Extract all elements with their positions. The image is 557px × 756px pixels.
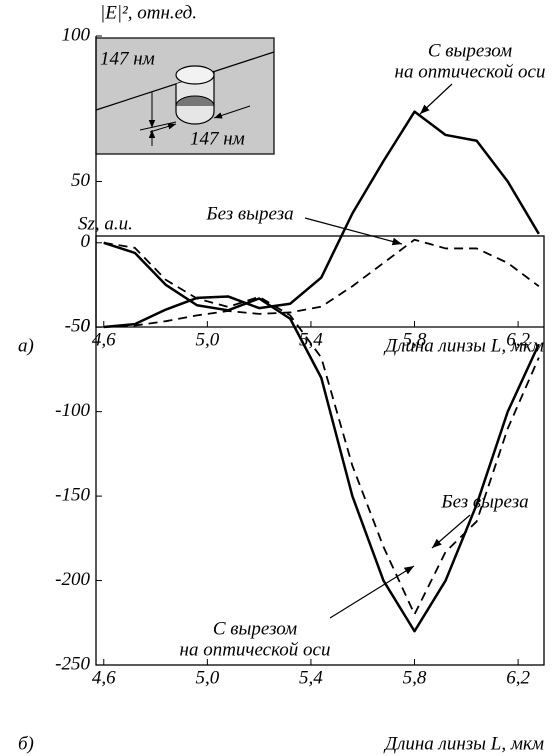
y-tick-label: -250 (55, 653, 90, 674)
y-tick-label: 0 (81, 315, 91, 336)
panel-label: а) (18, 335, 34, 356)
y-tick-label: 0 (81, 231, 91, 252)
series-line (103, 238, 540, 328)
x-tick-label: 4,6 (92, 667, 116, 688)
x-tick-label: 5,4 (299, 667, 323, 688)
series-line (103, 110, 540, 329)
annotation: на оптической оси (395, 61, 546, 82)
x-tick-label: 5,0 (195, 667, 219, 688)
panel-label: б) (18, 733, 34, 754)
annotation: С вырезом (213, 618, 297, 639)
x-tick-label: 5,8 (403, 329, 427, 350)
x-tick-label: 4,6 (92, 329, 116, 350)
series-line (103, 241, 540, 633)
plot-frame (95, 235, 545, 666)
y-tick-label: -150 (55, 484, 90, 505)
y-axis-label: Sz, a.u. (78, 213, 133, 234)
annotation: Без выреза (205, 203, 293, 224)
x-axis-label: Длина линзы L, мкм (383, 733, 544, 754)
y-tick-label: 50 (71, 170, 91, 191)
y-tick-label: -50 (65, 316, 91, 337)
x-axis-label: Длина линзы L, мкм (383, 335, 544, 356)
inset-label: 147 нм (100, 48, 155, 69)
y-axis-label: |E|², отн.ед. (100, 2, 197, 23)
x-tick-label: 6,2 (506, 329, 530, 350)
annotation: Без выреза (440, 491, 528, 512)
y-tick-label: -100 (55, 400, 90, 421)
annotation: на оптической оси (180, 639, 331, 660)
y-tick-label: 100 (62, 24, 91, 45)
inset-label: 147 нм (190, 128, 245, 149)
y-tick-label: -200 (55, 569, 90, 590)
x-tick-label: 5,8 (403, 667, 427, 688)
series-line (103, 241, 540, 616)
inset: 147 нм 147 нм (95, 37, 275, 155)
x-tick-label: 5,0 (195, 329, 219, 350)
x-tick-label: 6,2 (506, 667, 530, 688)
annotation: С вырезом (428, 40, 512, 61)
